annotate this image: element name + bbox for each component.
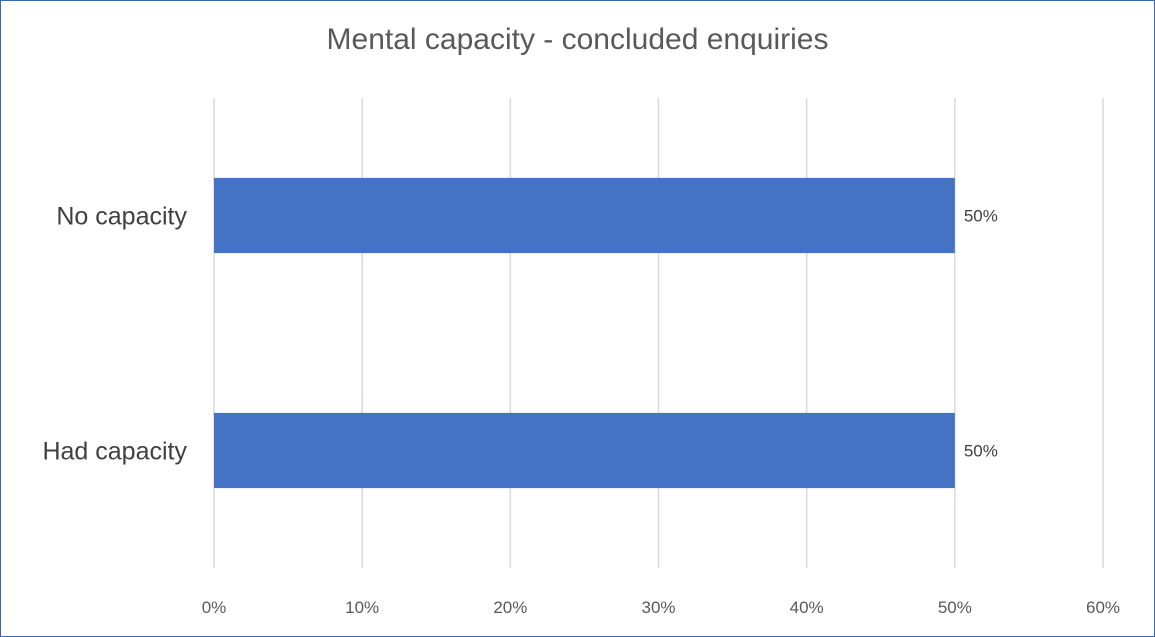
x-tick-label: 30% (641, 598, 675, 617)
x-tick-label: 60% (1086, 598, 1120, 617)
chart-title: Mental capacity - concluded enquiries (326, 23, 829, 56)
category-label: Had capacity (42, 438, 187, 466)
x-tick-label: 10% (345, 598, 379, 617)
x-tick-label: 50% (938, 598, 972, 617)
category-label: No capacity (56, 203, 187, 231)
data-label: 50% (964, 442, 998, 461)
x-tick-label: 20% (493, 598, 527, 617)
bar (214, 177, 955, 254)
data-label: 50% (964, 207, 998, 226)
bar (214, 412, 955, 489)
x-tick-label: 40% (790, 598, 824, 617)
x-tick-label: 0% (202, 598, 227, 617)
